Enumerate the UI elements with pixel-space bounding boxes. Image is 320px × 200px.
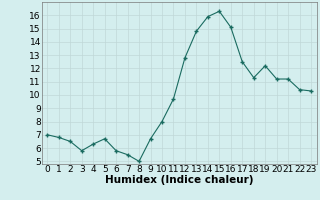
X-axis label: Humidex (Indice chaleur): Humidex (Indice chaleur) — [105, 175, 253, 185]
